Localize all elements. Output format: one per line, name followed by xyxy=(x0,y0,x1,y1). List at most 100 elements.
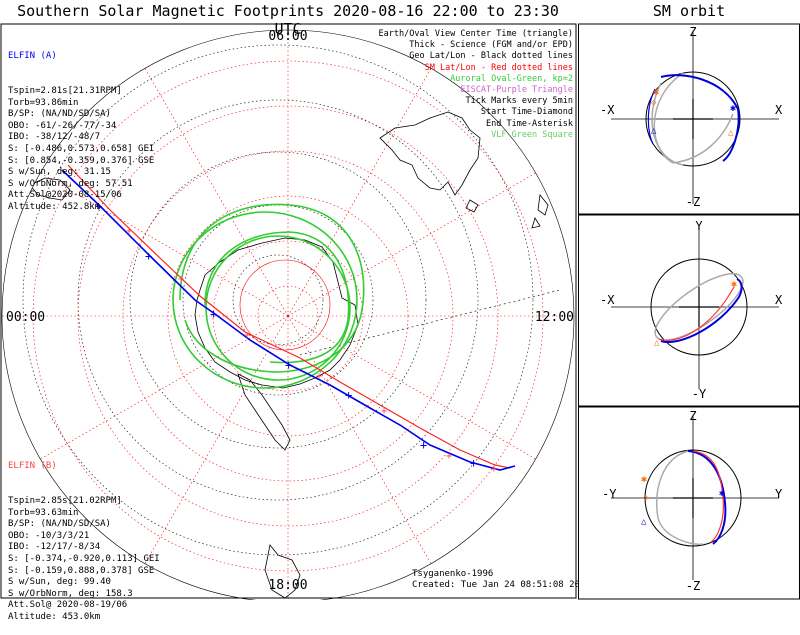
legend-item: Earth/Oval View Center Time (triangle) xyxy=(378,29,573,39)
elfin-a-info: ELFIN (A) Tspin=2.81s[21.31RPM] Torb=93.8… xyxy=(8,28,154,225)
svg-text:△: △ xyxy=(728,128,734,138)
elfin-b-track xyxy=(67,164,511,469)
panel2-bottom-label: -Y xyxy=(692,387,707,401)
legend-item: Tick Marks every 5min xyxy=(465,96,573,107)
orbit-panel-xy: ✱ △ xyxy=(611,225,779,389)
map-frame xyxy=(0,23,577,599)
elfin-b-tick: + xyxy=(491,464,497,475)
elfin-a-tick: + xyxy=(95,199,102,213)
elfin-b-info-line: Att.Sol@ 2020-08-19/06 xyxy=(8,600,128,611)
elfin-b-info-line: B/SP: (NA/ND/SD/SA) xyxy=(8,519,111,530)
panel2-left-label: -X xyxy=(600,293,615,307)
legend-item: VLF-Green Square xyxy=(491,129,573,140)
panel3-top-label: Z xyxy=(689,409,696,423)
elfin-b-tick: + xyxy=(446,451,452,462)
elfin-a-info-line: OBO: -61/-26/-77/-34 xyxy=(8,120,117,131)
australia-outline xyxy=(379,111,481,213)
panel1-top-label: Z xyxy=(689,25,696,39)
sm-meridian xyxy=(287,165,548,317)
legend-item: SM Lat/Lon - Red dotted lines xyxy=(424,62,573,73)
svg-text:◇: ◇ xyxy=(643,493,649,503)
hour-label-left: 00:00 xyxy=(6,310,45,325)
africa-outline xyxy=(29,177,71,201)
elfin-b-info-line: S: [-0.159,0.888,0.378] GSE xyxy=(8,565,155,576)
model-credit: Tsyganenko-1996 xyxy=(412,569,493,579)
elfin-a-tick: + xyxy=(285,358,292,372)
orbit-panel-xz: ✱ △ ◇ △ ✱ xyxy=(611,31,779,204)
auroral-ovals xyxy=(172,203,365,389)
elfin-b-info-line: S: [-0.374,-0.920,0.113] GEI xyxy=(8,553,160,564)
elfin-a-tick: + xyxy=(470,456,477,470)
svg-text:△: △ xyxy=(651,126,657,136)
elfin-b-tick: + xyxy=(381,406,387,417)
elfin-b-info-line: Tspin=2.85s[21.02RPM] xyxy=(8,495,122,506)
panel2-right-label: X xyxy=(775,293,783,307)
elfin-a-track xyxy=(61,169,516,471)
elfin-b-info-line: S w/Sun, deg: 99.40 xyxy=(8,577,111,588)
elfin-b-info-line: IBO: -12/17/-8/34 xyxy=(8,542,101,553)
south-america-outline xyxy=(264,544,301,599)
elfin-a-info-line: IBO: -38/12/-48/7 xyxy=(8,132,101,143)
elfin-b-tick: + xyxy=(178,274,184,285)
orbit-panel-yz: ✱ ◇ △ ✱ xyxy=(611,416,779,580)
new-zealand-outline xyxy=(531,194,549,229)
elfin-a-tick: + xyxy=(145,249,152,263)
elfin-a-info-line: Tspin=2.81s[21.31RPM] xyxy=(8,85,122,96)
elfin-a-info-line: Torb=93.86min xyxy=(8,97,79,108)
elfin-a-info-line: Altitude: 452.8km xyxy=(8,201,101,212)
legend: Earth/Oval View Center Time (triangle) Th… xyxy=(379,29,573,141)
elfin-a-info-line: B/SP: (NA/ND/SD/SA) xyxy=(8,109,111,120)
elfin-b-tick: + xyxy=(244,330,250,341)
sm-inner-circle xyxy=(239,259,331,351)
svg-text:✱: ✱ xyxy=(731,279,737,290)
svg-text:✱: ✱ xyxy=(641,474,647,485)
elfin-b-name: ELFIN (B) xyxy=(8,461,57,472)
hour-label-bottom: 18:00 xyxy=(268,578,307,593)
svg-text:△: △ xyxy=(641,517,647,527)
svg-text:◇: ◇ xyxy=(651,98,657,108)
elfin-b-info-line: Torb=93.63min xyxy=(8,507,79,518)
panel2-top-label: Y xyxy=(695,219,703,233)
elfin-a-info-line: Att.Sol@2020-08-15/06 xyxy=(8,190,122,201)
antarctica-outline xyxy=(194,237,359,451)
legend-item: End Time-Asterisk xyxy=(486,118,573,129)
elfin-b-info: ELFIN (B) Tspin=2.85s[21.02RPM] Torb=93.6… xyxy=(8,438,160,635)
legend-item: Start Time-Diamond xyxy=(480,107,573,118)
elfin-b-tick: + xyxy=(126,226,132,237)
legend-item: EISCAT-Purple Triangle xyxy=(460,85,573,96)
orbit-title: SM orbit xyxy=(652,2,726,20)
panel1-bottom-label: -Z xyxy=(686,195,700,209)
panel1-right-label: X xyxy=(775,103,783,117)
legend-item: Geo Lat/Lon - Black dotted lines xyxy=(409,51,573,62)
legend-item: Thick - Science (FGM and/or EPD) xyxy=(409,40,573,51)
hour-label-right: 12:00 xyxy=(535,310,574,325)
panel3-right-label: Y xyxy=(775,487,783,501)
svg-text:△: △ xyxy=(654,338,660,348)
orbit-panel-3-frame xyxy=(578,406,800,600)
elfin-a-info-line: S w/OrbNorm, deg: 57.51 xyxy=(8,178,133,189)
map-edge xyxy=(1,29,575,600)
elfin-a-info-line: S: [0.854,-0.359,0.376] GSE xyxy=(8,155,155,166)
panel3-left-label: -Y xyxy=(602,487,617,501)
elfin-a-tick: + xyxy=(210,307,217,321)
elfin-a-info-line: S w/Sun, deg: 31.15 xyxy=(8,167,111,178)
elfin-a-info-line: S: [-0.486,0.573,0.658] GEI xyxy=(8,143,155,154)
panel3-bottom-label: -Z xyxy=(686,579,700,593)
svg-text:✱: ✱ xyxy=(653,87,659,98)
svg-text:✱: ✱ xyxy=(730,103,736,114)
elfin-a-name: ELFIN (A) xyxy=(8,51,57,62)
hour-label-top: 06:00 xyxy=(268,29,307,44)
elfin-b-info-line: OBO: -10/3/3/21 xyxy=(8,530,90,541)
panel1-left-label: -X xyxy=(600,103,615,117)
elfin-a-tick: + xyxy=(345,388,352,402)
sm-meridian xyxy=(287,315,548,467)
elfin-b-tick: + xyxy=(316,371,322,382)
legend-item: Auroral Oval-Green, kp=2 xyxy=(450,73,573,84)
polar-footprint-map: + + + + + + + + + + + + + + 06:00 00:00 12:00 18:00 T… xyxy=(0,23,578,600)
elfin-b-info-line: S w/OrbNorm, deg: 158.3 xyxy=(8,588,133,599)
elfin-a-tick: + xyxy=(420,438,427,452)
sm-orbit-panels: ✱ △ ◇ △ ✱ Z -Z -X X ✱ △ Y -Y -X X ✱ ◇ △ … xyxy=(578,23,800,600)
svg-text:✱: ✱ xyxy=(719,488,725,499)
elfin-b-info-line: Altitude: 453.0km xyxy=(8,611,101,622)
orbit-panel-2-frame xyxy=(578,214,800,407)
